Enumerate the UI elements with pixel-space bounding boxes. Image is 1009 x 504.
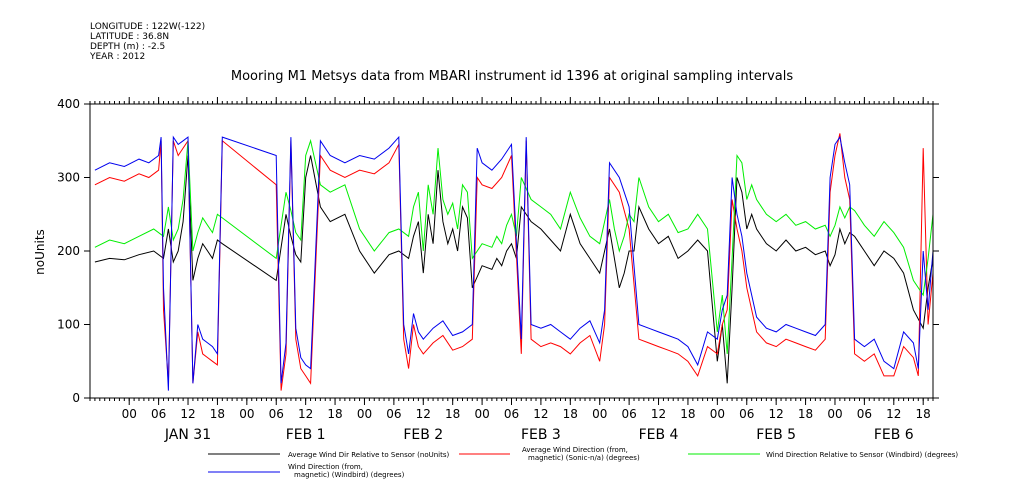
chart-title: Mooring M1 Metsys data from MBARI instru… <box>231 69 793 84</box>
series-layer <box>94 133 934 391</box>
legend: Average Wind Dir Relative to Sensor (noU… <box>208 446 958 479</box>
x-day-label: FEB 3 <box>521 427 561 443</box>
x-tick-label: 18 <box>210 407 225 421</box>
x-tick-label: 00 <box>827 407 842 421</box>
x-tick-label: 18 <box>798 407 813 421</box>
legend-label: Wind Direction Relative to Sensor (Windb… <box>766 451 958 459</box>
y-tick-label: 0 <box>72 391 80 405</box>
x-tick-label: 18 <box>680 407 695 421</box>
y-tick-label: 100 <box>57 318 80 332</box>
x-tick-label: 00 <box>357 407 372 421</box>
x-tick-label: 06 <box>857 407 872 421</box>
meta-depth: DEPTH (m) : -2.5 <box>90 42 166 52</box>
x-day-label: FEB 5 <box>756 427 796 443</box>
x-tick-label: 06 <box>386 407 401 421</box>
x-tick-label: 18 <box>445 407 460 421</box>
x-tick-label: 06 <box>151 407 166 421</box>
x-tick-label: 12 <box>416 407 431 421</box>
x-tick-label: 00 <box>710 407 725 421</box>
legend-label: Average Wind Direction (from, <box>522 446 628 454</box>
x-tick-label: 06 <box>504 407 519 421</box>
legend-label: Average Wind Dir Relative to Sensor (noU… <box>288 451 449 459</box>
y-tick-label: 400 <box>57 97 80 111</box>
x-tick-label: 12 <box>180 407 195 421</box>
series-line-3 <box>94 138 934 354</box>
series-line-4 <box>94 135 934 391</box>
legend-label: magnetic) (Sonic-n/a) (degrees) <box>528 454 640 462</box>
x-tick-label: 12 <box>769 407 784 421</box>
series-line-1 <box>94 155 934 384</box>
x-tick-label: 00 <box>474 407 489 421</box>
x-tick-label: 18 <box>916 407 931 421</box>
x-tick-label: 12 <box>298 407 313 421</box>
x-day-label: FEB 2 <box>403 427 443 443</box>
x-tick-label: 18 <box>563 407 578 421</box>
x-tick-label: 06 <box>269 407 284 421</box>
meta-year: YEAR : 2012 <box>90 52 146 62</box>
x-tick-label: 18 <box>327 407 342 421</box>
y-axis-label: noUnits <box>33 229 47 275</box>
x-tick-label: 06 <box>621 407 636 421</box>
x-tick-label: 12 <box>651 407 666 421</box>
legend-label: magnetic) (Windbird) (degrees) <box>294 471 405 479</box>
meta-longitude: LONGITUDE : 122W(-122) <box>90 22 206 32</box>
x-tick-label: 00 <box>122 407 137 421</box>
y-tick-label: 300 <box>57 171 80 185</box>
series-line-2 <box>94 133 934 391</box>
meta-latitude: LATITUDE : 36.8N <box>90 32 170 42</box>
x-day-label: FEB 1 <box>286 427 326 443</box>
x-tick-label: 00 <box>592 407 607 421</box>
x-tick-label: 12 <box>533 407 548 421</box>
legend-label: Wind Direction (from, <box>288 463 363 471</box>
x-day-label: JAN 31 <box>164 427 211 443</box>
y-tick-label: 200 <box>57 244 80 258</box>
x-tick-label: 12 <box>886 407 901 421</box>
x-day-label: FEB 6 <box>874 427 914 443</box>
x-tick-label: 00 <box>239 407 254 421</box>
x-day-label: FEB 4 <box>639 427 679 443</box>
metadata-block: LONGITUDE : 122W(-122) LATITUDE : 36.8N … <box>90 22 205 62</box>
x-tick-label: 06 <box>739 407 754 421</box>
ticks-layer: 0 100 200 300 400 00 06 12 18 00 06 12 18 00 06 12 18 00 0… <box>57 97 939 443</box>
